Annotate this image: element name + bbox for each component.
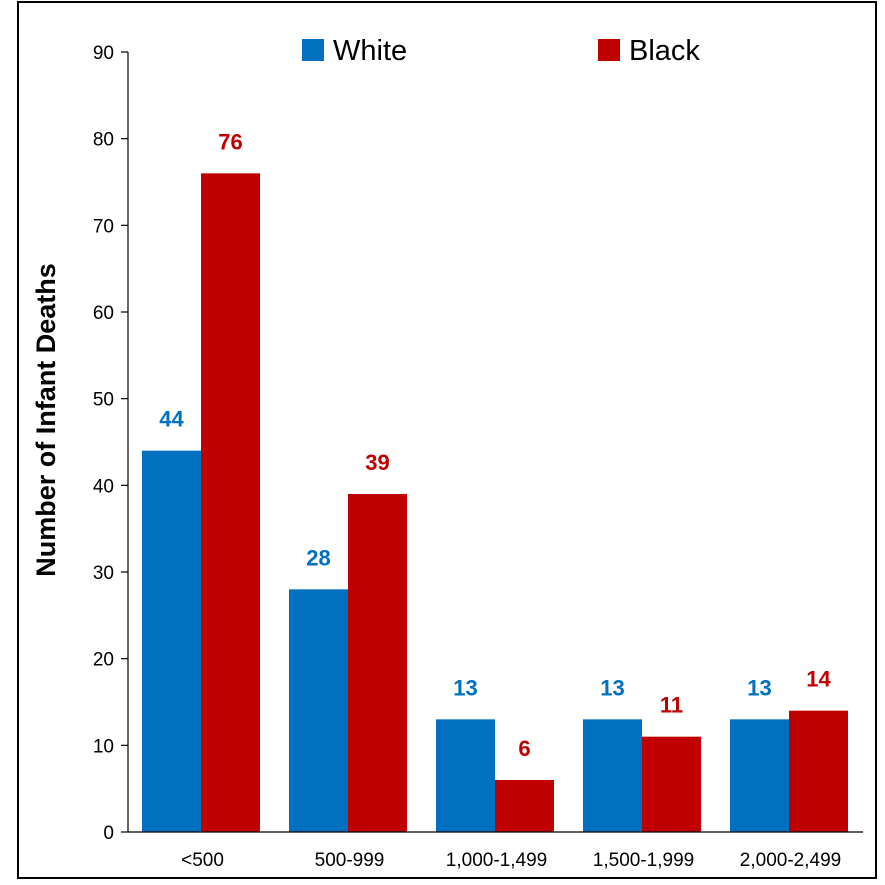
bar-white (142, 450, 201, 832)
y-axis-title: Number of Infant Deaths (31, 263, 61, 577)
data-label-black: 6 (518, 736, 530, 761)
legend-label-black: Black (629, 35, 700, 67)
bar-black (348, 494, 407, 832)
data-label-black: 11 (660, 693, 683, 718)
legend-swatch-black (598, 39, 620, 61)
data-label-white: 13 (453, 675, 477, 700)
bar-white (583, 719, 642, 832)
data-label-white: 28 (306, 545, 330, 570)
axes-layer: 0 10 20 30 40 50 60 70 80 90 <500 500-999 1,000-1,49… (93, 43, 863, 871)
y-tick-label: 30 (93, 563, 114, 584)
bar-black (642, 736, 701, 832)
bars-layer (142, 173, 848, 833)
x-category-label: 500-999 (315, 850, 385, 871)
y-tick-label: 80 (93, 130, 114, 151)
bar-black (201, 173, 260, 833)
data-label-black: 76 (218, 129, 242, 154)
data-label-white: 13 (747, 675, 771, 700)
legend-swatch-white (302, 39, 324, 61)
y-tick-label: 20 (93, 650, 114, 671)
data-label-white: 13 (600, 675, 624, 700)
y-tick-label: 10 (93, 736, 114, 757)
data-labels-layer: 44 28 13 13 13 76 39 6 11 14 (159, 129, 831, 761)
data-label-black: 14 (806, 667, 831, 692)
bar-black (495, 780, 554, 832)
y-tick-label: 50 (93, 390, 114, 411)
bar-white (289, 589, 348, 832)
data-label-black: 39 (365, 450, 389, 475)
y-tick-label: 70 (93, 216, 114, 237)
y-tick-label: 0 (103, 823, 114, 844)
bar-white (436, 719, 495, 832)
bar-black (789, 710, 848, 832)
x-category-label: 1,500-1,999 (593, 850, 694, 871)
x-category-label: <500 (181, 850, 224, 871)
legend-label-white: White (333, 35, 407, 67)
data-label-white: 44 (159, 407, 184, 432)
bar-white (730, 719, 789, 832)
y-tick-label: 90 (93, 43, 114, 64)
y-tick-label: 60 (93, 303, 114, 324)
x-category-label: 1,000-1,499 (446, 850, 547, 871)
x-category-label: 2,000-2,499 (740, 850, 841, 871)
legend: White Black (302, 35, 700, 67)
y-tick-label: 40 (93, 476, 114, 497)
